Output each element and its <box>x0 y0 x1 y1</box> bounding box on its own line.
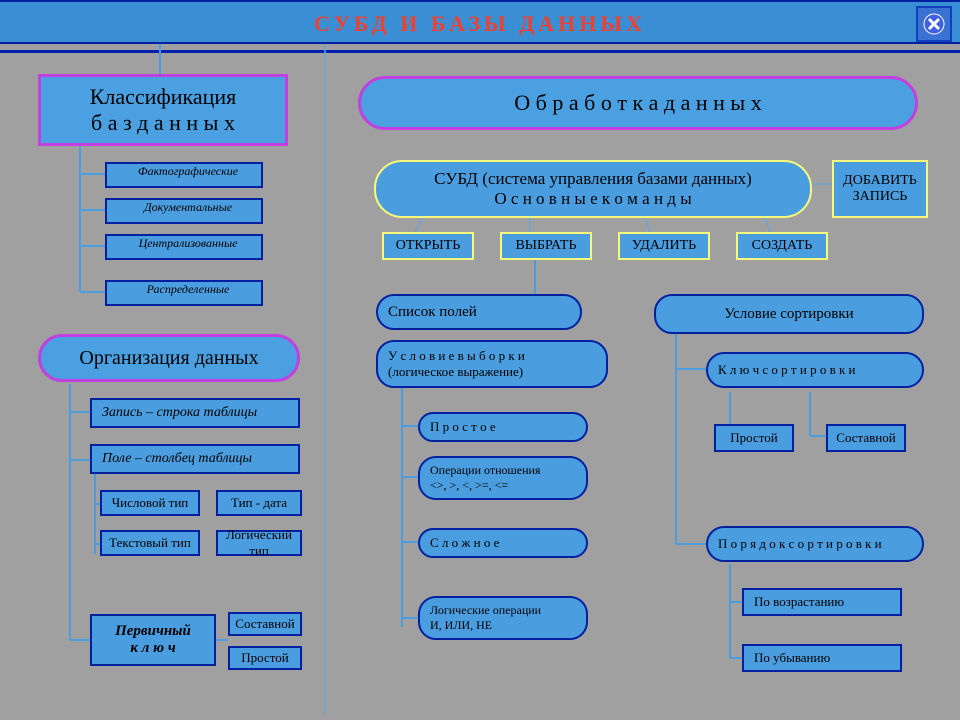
pkey-kind: Составной <box>228 612 302 636</box>
close-icon <box>922 12 946 36</box>
classification-item: Документальные <box>105 198 263 224</box>
field-type: Числовой тип <box>100 490 200 516</box>
subd-commands-heading: СУБД (система управления базами данных) … <box>374 160 812 218</box>
sort-key-compound: Составной <box>826 424 906 452</box>
content-area: Классификация б а з д а н н ы х Фактогра… <box>0 44 960 714</box>
organization-heading: Организация данных <box>38 334 300 382</box>
cmd-create: СОЗДАТЬ <box>736 232 828 260</box>
sort-key: К л ю ч с о р т и р о в к и <box>706 352 924 388</box>
sort-desc: По убыванию <box>742 644 902 672</box>
field-type: Текстовый тип <box>100 530 200 556</box>
record-def: Запись – строка таблицы <box>90 398 300 428</box>
classification-title-l2: б а з д а н н ы х <box>91 110 235 136</box>
classification-item: Фактографические <box>105 162 263 188</box>
header-bar: СУБД И БАЗЫ ДАННЫХ <box>0 0 960 44</box>
cond-simple: П р о с т о е <box>418 412 588 442</box>
field-type: Тип - дата <box>216 490 302 516</box>
primary-key: Первичный к л ю ч <box>90 614 216 666</box>
sort-asc: По возрастанию <box>742 588 902 616</box>
cmd-select: ВЫБРАТЬ <box>500 232 592 260</box>
sort-order: П о р я д о к с о р т и р о в к и <box>706 526 924 562</box>
close-button[interactable] <box>916 6 952 42</box>
field-type: Логический тип <box>216 530 302 556</box>
classification-item: Централизованные <box>105 234 263 260</box>
add-record-cmd: ДОБАВИТЬ ЗАПИСЬ <box>832 160 928 218</box>
page-title: СУБД И БАЗЫ ДАННЫХ <box>0 2 960 46</box>
fields-list: Список полей <box>376 294 582 330</box>
selection-condition: У с л о в и е в ы б о р к и (логическое … <box>376 340 608 388</box>
field-def: Поле – столбец таблицы <box>90 444 300 474</box>
classification-heading: Классификация б а з д а н н ы х <box>38 74 288 146</box>
cmd-open: ОТКРЫТЬ <box>382 232 474 260</box>
cmd-delete: УДАЛИТЬ <box>618 232 710 260</box>
sort-key-simple: Простой <box>714 424 794 452</box>
classification-item: Распределенные <box>105 280 263 306</box>
cond-logic: Логические операции И, ИЛИ, НЕ <box>418 596 588 640</box>
cond-complex: С л о ж н о е <box>418 528 588 558</box>
pkey-kind: Простой <box>228 646 302 670</box>
classification-title-l1: Классификация <box>90 84 237 110</box>
cond-relation: Операции отношения <>, >, <, >=, <= <box>418 456 588 500</box>
processing-heading: О б р а б о т к а д а н н ы х <box>358 76 918 130</box>
sort-condition: Условие сортировки <box>654 294 924 334</box>
